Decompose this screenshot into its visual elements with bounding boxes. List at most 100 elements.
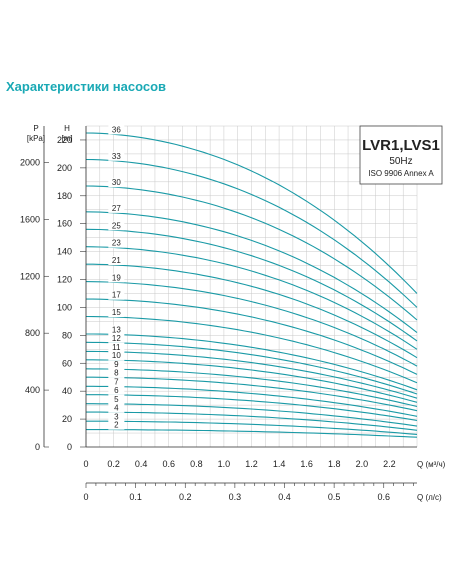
p-axis-letter: P: [33, 124, 38, 133]
stage-label: 7: [114, 378, 119, 387]
stage-label: 33: [112, 152, 121, 161]
curve-stage-36: [85, 132, 418, 294]
ls-tick-label: 0.3: [229, 492, 242, 502]
stage-label-bg: [108, 290, 125, 300]
h-tick-label: 220: [57, 135, 72, 145]
p-tick-label: 1200: [20, 271, 40, 281]
p-tick-label: 400: [25, 385, 40, 395]
h-tick-label: 60: [62, 358, 72, 368]
p-axis-unit: [kPa]: [27, 134, 45, 143]
p-tick-label: 0: [35, 442, 40, 452]
h-tick-label: 100: [57, 302, 72, 312]
stage-label: 11: [112, 343, 121, 352]
curve-stage-8: [86, 376, 418, 412]
h-axis-letter: H: [64, 124, 70, 133]
stage-label: 12: [112, 334, 121, 343]
q-tick-label: 0.4: [135, 459, 148, 469]
curve-stage-19: [85, 281, 418, 367]
stage-label: 9: [114, 360, 119, 369]
ls-tick-label: 0.5: [328, 492, 341, 502]
stage-label: 4: [114, 403, 119, 412]
h-tick-label: 200: [57, 163, 72, 173]
stage-label: 23: [112, 239, 121, 248]
stage-label-bg: [108, 238, 125, 248]
stage-label-bg: [108, 403, 125, 413]
model-legend-box: LVR1,LVS1 50Hz ISO 9906 Annex A: [359, 125, 443, 185]
stage-label: 30: [112, 178, 121, 187]
ls-tick-label: 0.2: [179, 492, 192, 502]
stage-label: 13: [112, 325, 121, 334]
curve-stage-25: [85, 228, 418, 342]
stage-label-bg: [108, 273, 125, 283]
h-tick-label: 140: [57, 247, 72, 257]
q-tick-label: 1.0: [218, 459, 231, 469]
q-tick-label: 1.8: [328, 459, 341, 469]
h-tick-label: 80: [62, 330, 72, 340]
h-tick-label: 160: [57, 219, 72, 229]
stage-label-bg: [108, 333, 125, 343]
stage-label-bg: [108, 325, 125, 335]
curve-stage-21: [86, 263, 418, 359]
curve-stage-13: [86, 333, 418, 391]
curve-group: [85, 132, 418, 438]
stage-label-bg: [108, 203, 125, 213]
stage-label: 10: [112, 351, 121, 360]
curve-stage-12: [85, 341, 418, 395]
ls-tick-label: 0.6: [377, 492, 390, 502]
stage-label: 8: [114, 369, 119, 378]
stage-label-bg: [108, 394, 125, 404]
frequency-label: 50Hz: [389, 156, 412, 167]
q-tick-label: 2.0: [356, 459, 369, 469]
stage-label: 5: [114, 395, 119, 404]
curve-stage-9: [85, 368, 418, 408]
curve-stage-10: [86, 359, 418, 403]
stage-label-bg: [108, 351, 125, 361]
curve-stage-15: [85, 315, 418, 384]
stage-label-bg: [108, 151, 125, 161]
q-tick-label: 0.6: [162, 459, 175, 469]
stage-label: 15: [112, 308, 121, 317]
stage-label: 3: [114, 412, 119, 421]
curve-stage-7: [86, 385, 418, 417]
h-tick-label: 40: [62, 386, 72, 396]
stage-label: 2: [114, 421, 119, 430]
stage-label: 17: [112, 291, 121, 300]
p-tick-label: 2000: [20, 157, 40, 167]
ls-tick-label: 0: [83, 492, 88, 502]
stage-label: 6: [114, 386, 119, 395]
stage-label: 19: [112, 273, 121, 282]
q-tick-label: 0.8: [190, 459, 203, 469]
page-heading: Характеристики насосов: [6, 79, 167, 94]
chart-axes: [43, 126, 417, 488]
stage-label-bg: [108, 221, 125, 231]
curve-stage-17: [86, 298, 418, 375]
stage-label: 36: [112, 125, 121, 134]
ls-tick-label: 0.1: [129, 492, 142, 502]
curve-stage-11: [86, 350, 418, 399]
h-tick-label: 20: [62, 414, 72, 424]
curve-stage-6: [86, 394, 418, 422]
h-tick-label: 120: [57, 275, 72, 285]
curve-stage-27: [85, 211, 418, 334]
q-tick-label: 0: [83, 459, 88, 469]
q-axis-unit-m3h: Q (м³/ч): [417, 460, 446, 469]
q-axis-unit-ls: Q (л/с): [417, 493, 442, 502]
curve-stage-30: [85, 185, 418, 321]
p-tick-label: 1600: [20, 214, 40, 224]
tick-labels: 0204060801001201401601802002200400800120…: [20, 125, 396, 502]
standard-label: ISO 9906 Annex A: [368, 169, 434, 178]
stage-label-bg: [108, 308, 125, 318]
q-tick-label: 0.2: [107, 459, 120, 469]
stage-label-bg: [108, 420, 125, 430]
h-tick-label: 0: [67, 442, 72, 452]
q-tick-label: 1.2: [245, 459, 258, 469]
q-tick-label: 2.2: [383, 459, 396, 469]
curve-stage-2: [86, 429, 418, 438]
curve-stage-4: [86, 411, 418, 431]
stage-label: 21: [112, 256, 121, 265]
stage-label: 25: [112, 221, 121, 230]
stage-label-bg: [108, 377, 125, 387]
curve-stage-3: [86, 420, 418, 435]
curve-stage-33: [85, 158, 418, 308]
